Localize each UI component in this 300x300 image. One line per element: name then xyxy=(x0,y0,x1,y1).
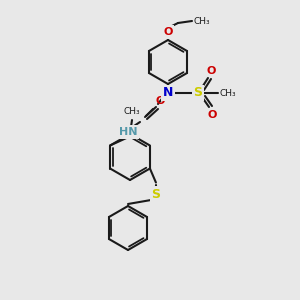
Text: O: O xyxy=(207,110,217,120)
Text: N: N xyxy=(163,86,173,100)
Text: S: S xyxy=(194,86,202,100)
Text: HN: HN xyxy=(119,127,137,137)
Text: O: O xyxy=(155,96,165,106)
Text: CH₃: CH₃ xyxy=(194,16,211,26)
Text: O: O xyxy=(206,66,216,76)
Text: S: S xyxy=(152,188,160,201)
Text: CH₃: CH₃ xyxy=(124,107,140,116)
Text: O: O xyxy=(163,27,173,37)
Text: CH₃: CH₃ xyxy=(220,88,237,98)
